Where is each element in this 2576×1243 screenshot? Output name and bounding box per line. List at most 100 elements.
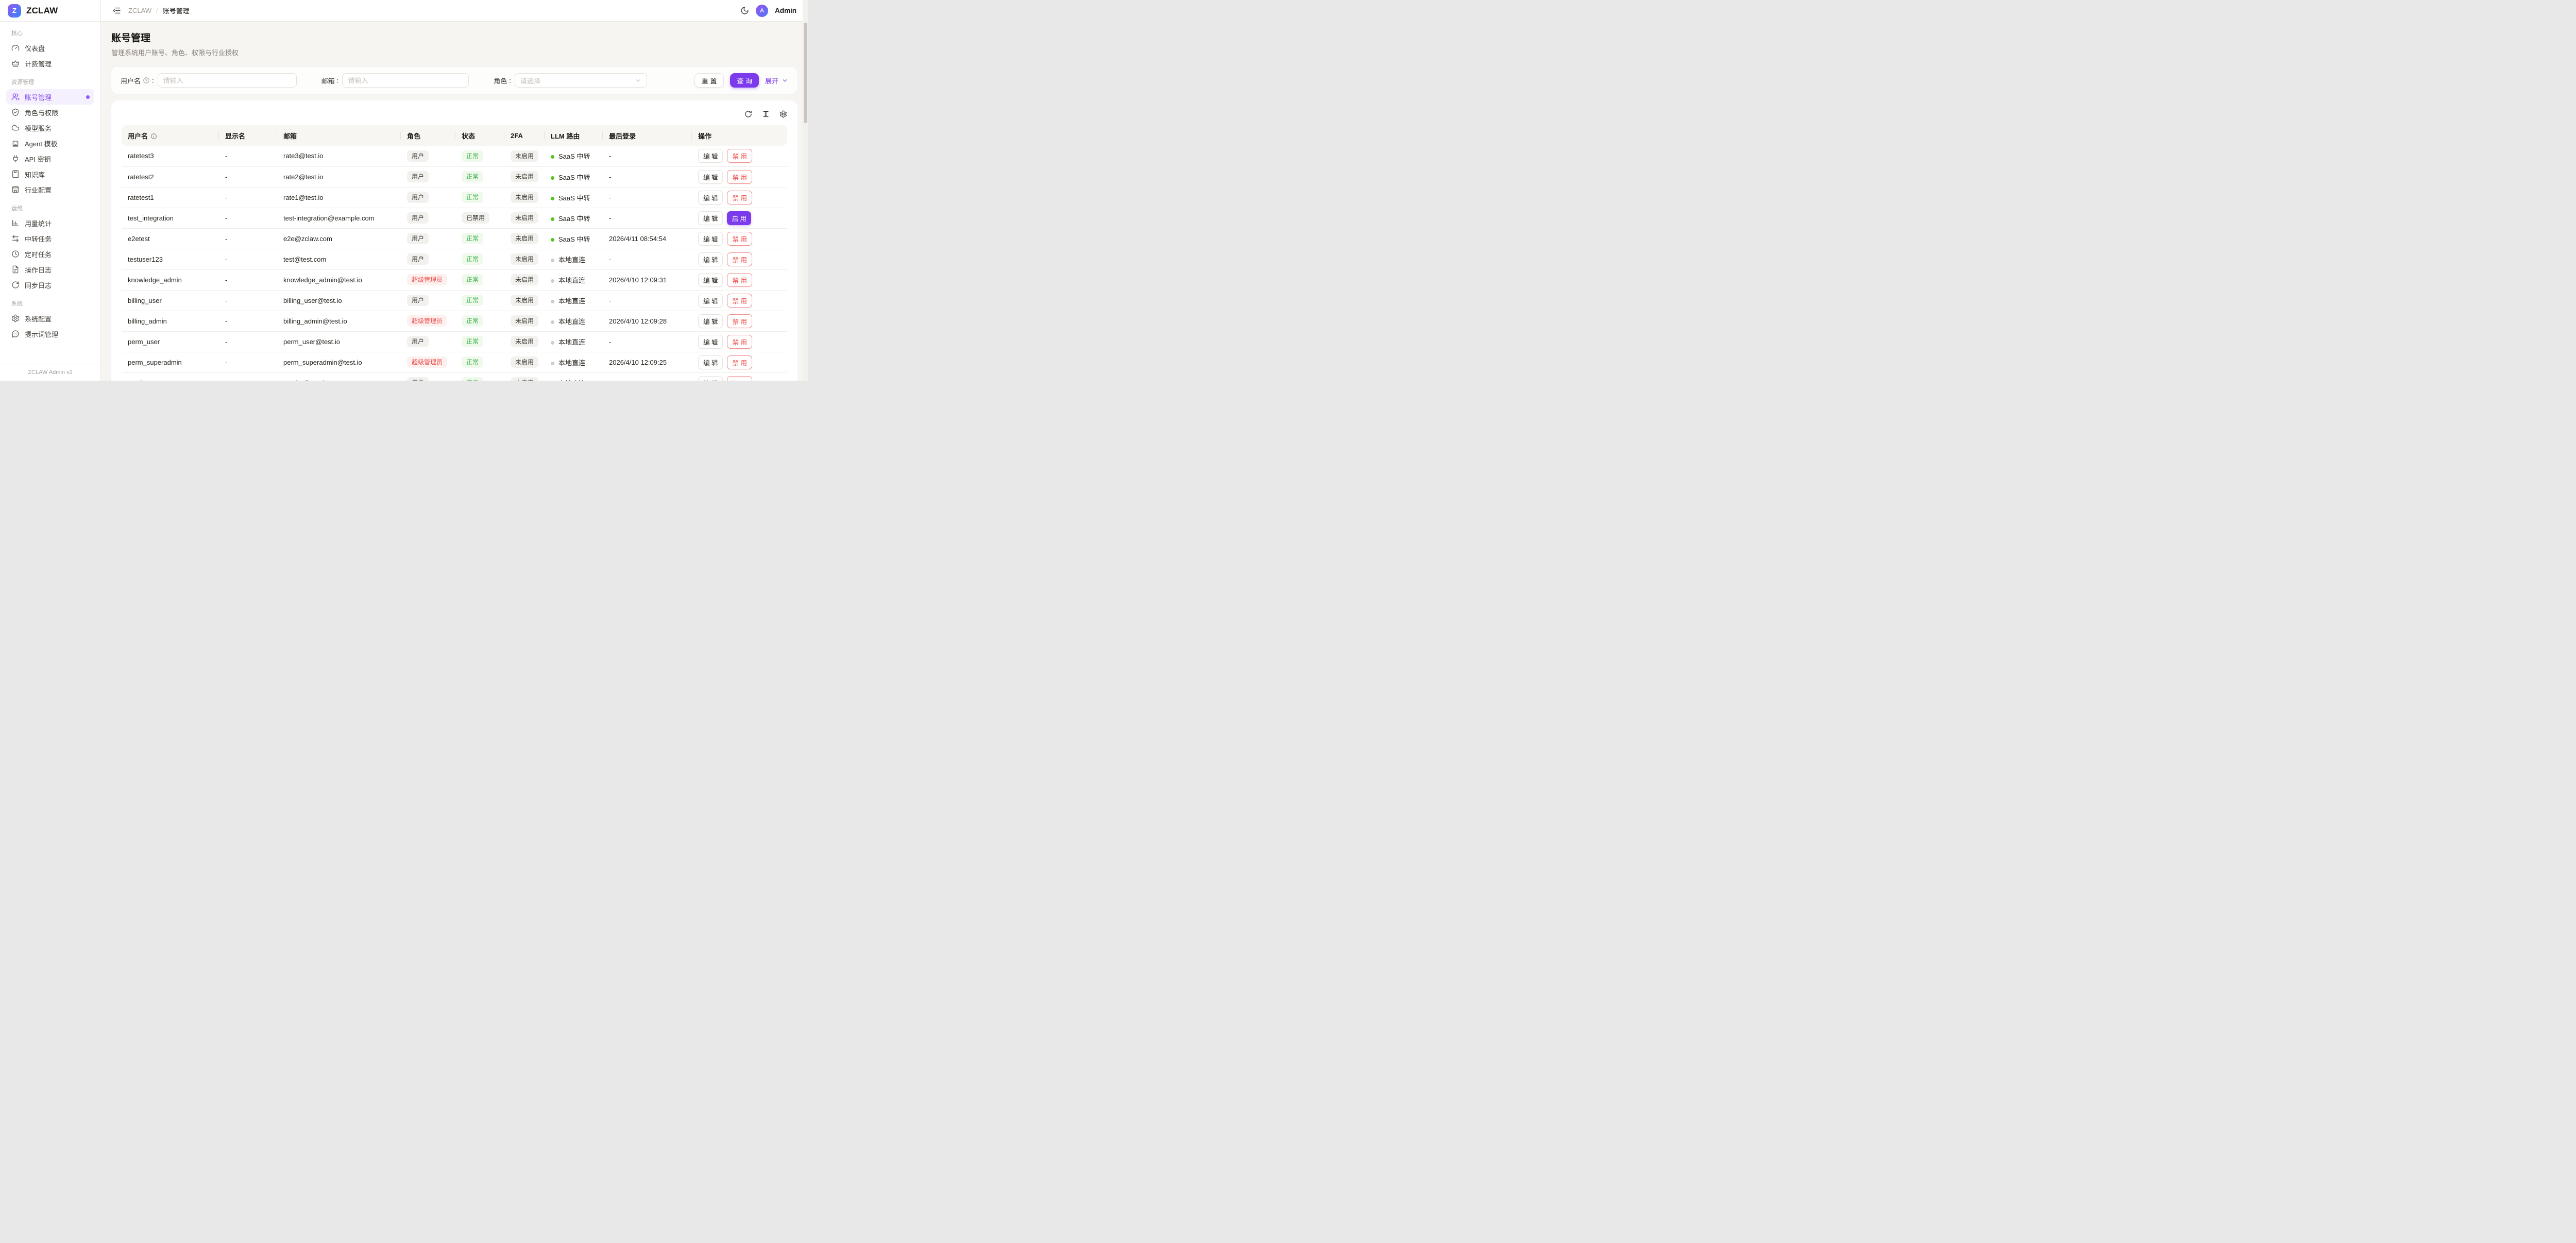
edit-button[interactable]: 编 辑 bbox=[698, 149, 723, 163]
sidebar-item-Agent 模板[interactable]: Agent 模板 bbox=[6, 135, 94, 151]
scrollbar[interactable] bbox=[803, 0, 808, 381]
brand-logo-letter: Z bbox=[12, 7, 16, 14]
edit-button[interactable]: 编 辑 bbox=[698, 334, 723, 349]
cell-email: smoke@test.io bbox=[277, 372, 401, 381]
sidebar-item-定时任务[interactable]: 定时任务 bbox=[6, 246, 94, 262]
edit-button[interactable]: 编 辑 bbox=[698, 376, 723, 381]
sidebar-item-同步日志[interactable]: 同步日志 bbox=[6, 277, 94, 293]
cell-2fa: 未启用 bbox=[504, 269, 545, 291]
table-card: 用户名 显示名 邮箱 角色 状态 2FA LLM 路由 最后登录 操作 ratetest3- ra… bbox=[111, 100, 798, 381]
cell-display-name: - bbox=[219, 228, 277, 249]
cell-llm-route: SaaS 中转 bbox=[545, 146, 603, 167]
cell-2fa: 未启用 bbox=[504, 290, 545, 311]
cell-last-login: - bbox=[603, 372, 692, 381]
expand-toggle[interactable]: 展开 bbox=[765, 76, 788, 86]
disable-button[interactable]: 禁 用 bbox=[727, 169, 752, 184]
cell-username: ratetest1 bbox=[122, 187, 219, 208]
cell-username: knowledge_admin bbox=[122, 269, 219, 291]
sidebar-item-label: 操作日志 bbox=[25, 266, 52, 274]
twofa-badge: 未启用 bbox=[511, 150, 539, 162]
cell-display-name: - bbox=[219, 372, 277, 381]
edit-button[interactable]: 编 辑 bbox=[698, 355, 723, 369]
edit-button[interactable]: 编 辑 bbox=[698, 211, 723, 225]
status-badge: 正常 bbox=[462, 315, 484, 327]
disable-button[interactable]: 禁 用 bbox=[727, 231, 752, 246]
edit-button[interactable]: 编 辑 bbox=[698, 169, 723, 184]
breadcrumb-root[interactable]: ZCLAW bbox=[128, 7, 152, 14]
disable-button[interactable]: 禁 用 bbox=[727, 314, 752, 328]
role-badge: 超级管理员 bbox=[407, 356, 448, 368]
sidebar-item-操作日志[interactable]: 操作日志 bbox=[6, 262, 94, 277]
column-header-2FA: 2FA bbox=[504, 125, 545, 146]
llm-route: SaaS 中转 bbox=[551, 194, 590, 202]
search-button[interactable]: 查 询 bbox=[730, 73, 759, 88]
cell-2fa: 未启用 bbox=[504, 208, 545, 229]
sidebar-item-计费管理[interactable]: 计费管理 bbox=[6, 56, 94, 71]
row-height-icon[interactable] bbox=[762, 110, 770, 118]
sidebar-item-角色与权限[interactable]: 角色与权限 bbox=[6, 105, 94, 120]
brand: Z ZCLAW bbox=[0, 0, 100, 22]
cell-last-login: 2026/4/10 12:09:25 bbox=[603, 352, 692, 373]
cell-llm-route: SaaS 中转 bbox=[545, 187, 603, 208]
sidebar-item-模型服务[interactable]: 模型服务 bbox=[6, 120, 94, 135]
sidebar-item-提示词管理[interactable]: 提示词管理 bbox=[6, 326, 94, 342]
gear-icon[interactable] bbox=[779, 110, 787, 118]
column-header-邮箱: 邮箱 bbox=[277, 125, 401, 146]
enable-button[interactable]: 启 用 bbox=[727, 211, 751, 225]
sidebar-item-label: 计费管理 bbox=[25, 60, 52, 68]
scrollbar-thumb[interactable] bbox=[804, 23, 807, 123]
sidebar-item-label: 账号管理 bbox=[25, 93, 52, 101]
cell-llm-route: SaaS 中转 bbox=[545, 208, 603, 229]
disable-button[interactable]: 禁 用 bbox=[727, 149, 752, 163]
user-name[interactable]: Admin bbox=[775, 7, 796, 14]
filter-group-username: 用户名 : bbox=[121, 73, 297, 88]
disable-button[interactable]: 禁 用 bbox=[727, 293, 752, 308]
avatar[interactable]: A bbox=[756, 4, 768, 17]
edit-button[interactable]: 编 辑 bbox=[698, 231, 723, 246]
sidebar-item-用量统计[interactable]: 用量统计 bbox=[6, 215, 94, 231]
sidebar-item-中转任务[interactable]: 中转任务 bbox=[6, 231, 94, 246]
cell-actions: 编 辑禁 用 bbox=[692, 146, 787, 167]
table-row: testuser123- test@test.com 用户 正常 未启用 本地直连 - 编 辑… bbox=[122, 249, 787, 270]
edit-button[interactable]: 编 辑 bbox=[698, 252, 723, 266]
collapse-sidebar-icon[interactable] bbox=[112, 6, 121, 15]
disable-button[interactable]: 禁 用 bbox=[727, 190, 752, 205]
disable-button[interactable]: 禁 用 bbox=[727, 376, 752, 381]
shield-check-icon bbox=[11, 108, 20, 116]
reset-button[interactable]: 重 置 bbox=[694, 73, 724, 88]
edit-button[interactable]: 编 辑 bbox=[698, 190, 723, 205]
llm-route: SaaS 中转 bbox=[551, 235, 590, 243]
disable-button[interactable]: 禁 用 bbox=[727, 252, 752, 266]
role-badge: 用户 bbox=[407, 294, 429, 307]
nav-section-items: 系统配置 提示词管理 bbox=[6, 311, 94, 342]
cell-role: 用户 bbox=[401, 166, 455, 188]
cell-status: 正常 bbox=[455, 249, 504, 270]
edit-button[interactable]: 编 辑 bbox=[698, 293, 723, 308]
cell-llm-route: 本地直连 bbox=[545, 352, 603, 373]
cell-last-login: 2026/4/11 08:54:54 bbox=[603, 228, 692, 249]
route-status-dot bbox=[551, 320, 554, 324]
sidebar-item-知识库[interactable]: 知识库 bbox=[6, 166, 94, 182]
sidebar-item-label: 知识库 bbox=[25, 171, 45, 179]
cell-last-login: - bbox=[603, 249, 692, 270]
route-status-dot bbox=[551, 258, 554, 262]
disable-button[interactable]: 禁 用 bbox=[727, 334, 752, 349]
sidebar-item-label: 用量统计 bbox=[25, 219, 52, 228]
sidebar-item-API 密钥[interactable]: API 密钥 bbox=[6, 151, 94, 166]
edit-button[interactable]: 编 辑 bbox=[698, 273, 723, 287]
refresh-icon[interactable] bbox=[744, 110, 752, 118]
edit-button[interactable]: 编 辑 bbox=[698, 314, 723, 328]
email-input[interactable] bbox=[342, 73, 469, 88]
moon-icon[interactable] bbox=[740, 6, 749, 15]
sidebar-item-仪表盘[interactable]: 仪表盘 bbox=[6, 40, 94, 56]
help-icon[interactable] bbox=[143, 77, 150, 84]
row-actions: 编 辑禁 用 bbox=[698, 149, 752, 163]
sidebar-item-账号管理[interactable]: 账号管理 bbox=[6, 89, 94, 105]
disable-button[interactable]: 禁 用 bbox=[727, 273, 752, 287]
sidebar-item-系统配置[interactable]: 系统配置 bbox=[6, 311, 94, 326]
cell-2fa: 未启用 bbox=[504, 228, 545, 249]
disable-button[interactable]: 禁 用 bbox=[727, 355, 752, 369]
role-select[interactable]: 请选择 bbox=[514, 73, 647, 88]
sidebar-item-行业配置[interactable]: 行业配置 bbox=[6, 182, 94, 197]
username-input[interactable] bbox=[157, 73, 297, 88]
